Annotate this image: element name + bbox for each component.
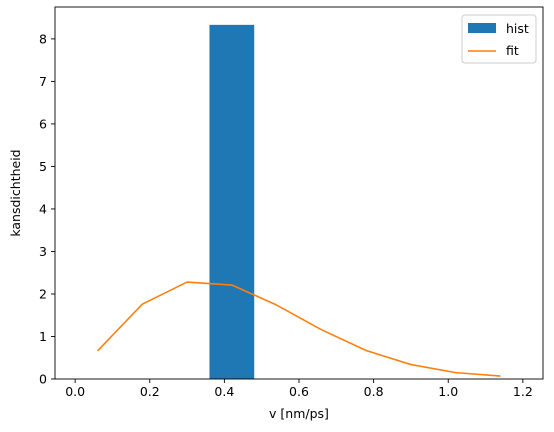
legend-swatch-hist [468,23,496,33]
x-axis-title: v [nm/ps] [269,406,329,421]
x-tick-label: 0.6 [289,384,309,399]
x-tick-label: 0.0 [65,384,85,399]
y-tick-label: 3 [39,244,47,259]
y-tick-label: 7 [39,74,47,89]
legend: hist fit [461,14,537,64]
x-tick-label: 0.2 [140,384,160,399]
legend-label-hist: hist [506,21,529,36]
hist-bar-0 [209,24,255,380]
y-tick-label: 8 [39,31,47,46]
axes: 0.0 0.2 0.4 0.6 0.8 1.0 1.2 0 1 2 3 4 5 6 7 8 [39,6,544,399]
y-tick-label: 6 [39,116,47,131]
x-tick-label: 1.0 [438,384,458,399]
y-tick-label: 4 [39,201,47,216]
y-tick-label: 0 [39,372,47,387]
y-tick-label: 1 [39,329,47,344]
fit-line [96,281,501,377]
y-axis-title: kansdichtheid [8,149,23,236]
y-tick-label: 2 [39,286,47,301]
legend-label-fit: fit [506,43,519,58]
y-tick-label: 5 [39,159,47,174]
x-tick-label: 0.4 [214,384,234,399]
x-tick-label: 1.2 [513,384,533,399]
x-tick-label: 0.8 [364,384,384,399]
plot-area [96,24,501,380]
